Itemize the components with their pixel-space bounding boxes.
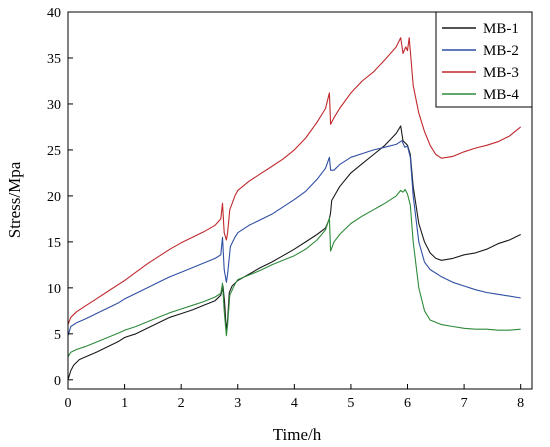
- x-tick-label: 4: [291, 396, 298, 411]
- y-tick-label: 30: [47, 98, 61, 113]
- y-tick-label: 25: [47, 144, 61, 159]
- y-tick-label: 0: [54, 374, 61, 389]
- y-tick-label: 10: [47, 282, 61, 297]
- x-tick-label: 8: [517, 396, 524, 411]
- y-tick-label: 15: [47, 236, 61, 251]
- legend-box: [435, 11, 533, 108]
- x-tick-label: 1: [121, 396, 128, 411]
- y-tick-label: 20: [47, 190, 61, 205]
- legend-label: MB-1: [483, 21, 519, 37]
- x-axis-title: Time/h: [273, 425, 322, 444]
- x-axis: 0 1 2 3 4 5 6 7 8: [65, 384, 524, 411]
- x-tick-label: 6: [404, 396, 411, 411]
- legend-label: MB-3: [483, 65, 519, 81]
- series-line-mb-2: [67, 140, 521, 336]
- x-tick-label: 5: [347, 396, 354, 411]
- legend-label: MB-4: [483, 87, 519, 103]
- y-axis-title: Stress/Mpa: [5, 161, 24, 238]
- y-tick-label: 5: [54, 328, 61, 343]
- plot-area: [67, 37, 522, 380]
- y-tick-label: 35: [47, 52, 61, 67]
- x-tick-label: 0: [65, 396, 72, 411]
- plot-frame: [67, 11, 533, 390]
- y-axis: 0 5 10 15 20 25 30 35 40: [47, 6, 73, 389]
- legend: MB-1 MB-2 MB-3 MB-4: [435, 11, 533, 108]
- series-line-mb-1: [67, 125, 521, 380]
- x-tick-label: 3: [234, 396, 241, 411]
- series-line-mb-3: [67, 37, 522, 325]
- legend-label: MB-2: [483, 43, 519, 59]
- x-tick-label: 2: [178, 396, 185, 411]
- y-tick-label: 40: [47, 6, 61, 21]
- x-tick-label: 7: [461, 396, 468, 411]
- series-line-mb-4: [67, 188, 521, 358]
